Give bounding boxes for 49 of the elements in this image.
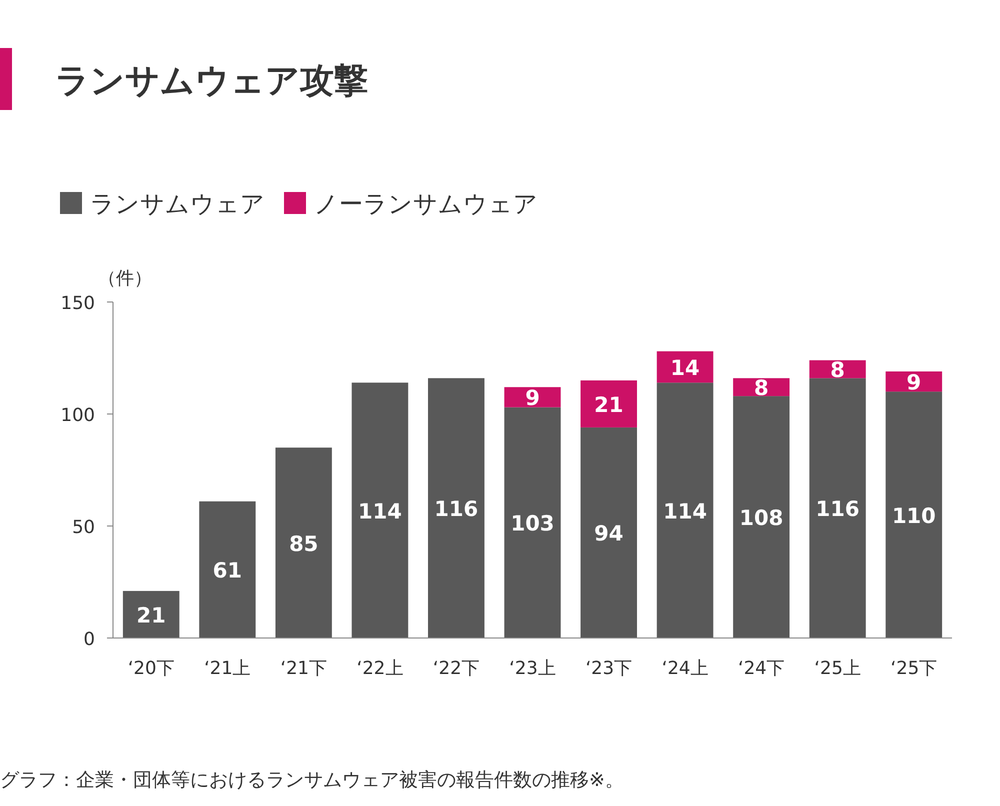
data-label: 114 xyxy=(358,499,402,524)
bar xyxy=(352,382,408,638)
bar xyxy=(656,382,714,638)
data-label: 14 xyxy=(670,356,700,380)
data-label: 114 xyxy=(663,499,707,524)
data-label: 9 xyxy=(525,386,540,410)
data-label: 21 xyxy=(136,603,166,628)
y-axis-title: （件） xyxy=(98,268,152,289)
data-label: 21 xyxy=(594,392,624,417)
data-label: 85 xyxy=(289,532,318,556)
y-tick-label: 0 xyxy=(84,629,95,650)
bar xyxy=(733,396,790,638)
x-tick-label: ‘24下 xyxy=(738,658,785,679)
bar xyxy=(504,407,561,638)
x-tick-label: ‘20下 xyxy=(128,658,174,679)
x-tick-label: ‘23上 xyxy=(509,658,556,679)
y-tick-label: 50 xyxy=(72,517,95,538)
bar xyxy=(809,378,866,638)
x-tick-label: ‘25下 xyxy=(890,658,938,679)
x-tick-label: ‘25上 xyxy=(814,658,861,679)
y-tick-label: 150 xyxy=(60,293,95,314)
x-tick-label: ‘23下 xyxy=(585,658,632,679)
bar xyxy=(275,448,332,638)
data-label: 110 xyxy=(892,504,936,528)
x-tick-label: ‘21下 xyxy=(280,658,327,679)
data-label: 116 xyxy=(816,497,860,522)
bar xyxy=(122,590,180,638)
text: グラフ：企業・団体等におけるランサムウェア被害の報告件数の推移※。 xyxy=(0,769,624,791)
data-label: 8 xyxy=(830,358,845,382)
legend-label: ランサムウェア xyxy=(90,190,265,218)
y-tick-label: 100 xyxy=(60,405,95,426)
x-tick-label: ‘21上 xyxy=(204,658,251,679)
bar xyxy=(580,427,637,638)
bar xyxy=(428,378,484,638)
bar xyxy=(580,380,637,428)
data-label: 108 xyxy=(739,506,784,530)
data-label: 116 xyxy=(434,497,478,522)
chart-title: ランサムウェア攻撃 xyxy=(55,61,368,101)
data-label: 61 xyxy=(212,558,242,583)
data-label: 103 xyxy=(510,512,554,536)
bar xyxy=(886,392,942,638)
legend-label: ノーランサムウェア xyxy=(314,190,538,218)
data-label: 9 xyxy=(906,370,922,395)
bar xyxy=(199,501,256,638)
data-label: 94 xyxy=(594,522,624,546)
x-tick-label: ‘22上 xyxy=(356,658,404,679)
data-label: 8 xyxy=(754,376,769,400)
x-tick-label: ‘22下 xyxy=(432,658,480,679)
x-tick-label: ‘24上 xyxy=(662,658,708,679)
